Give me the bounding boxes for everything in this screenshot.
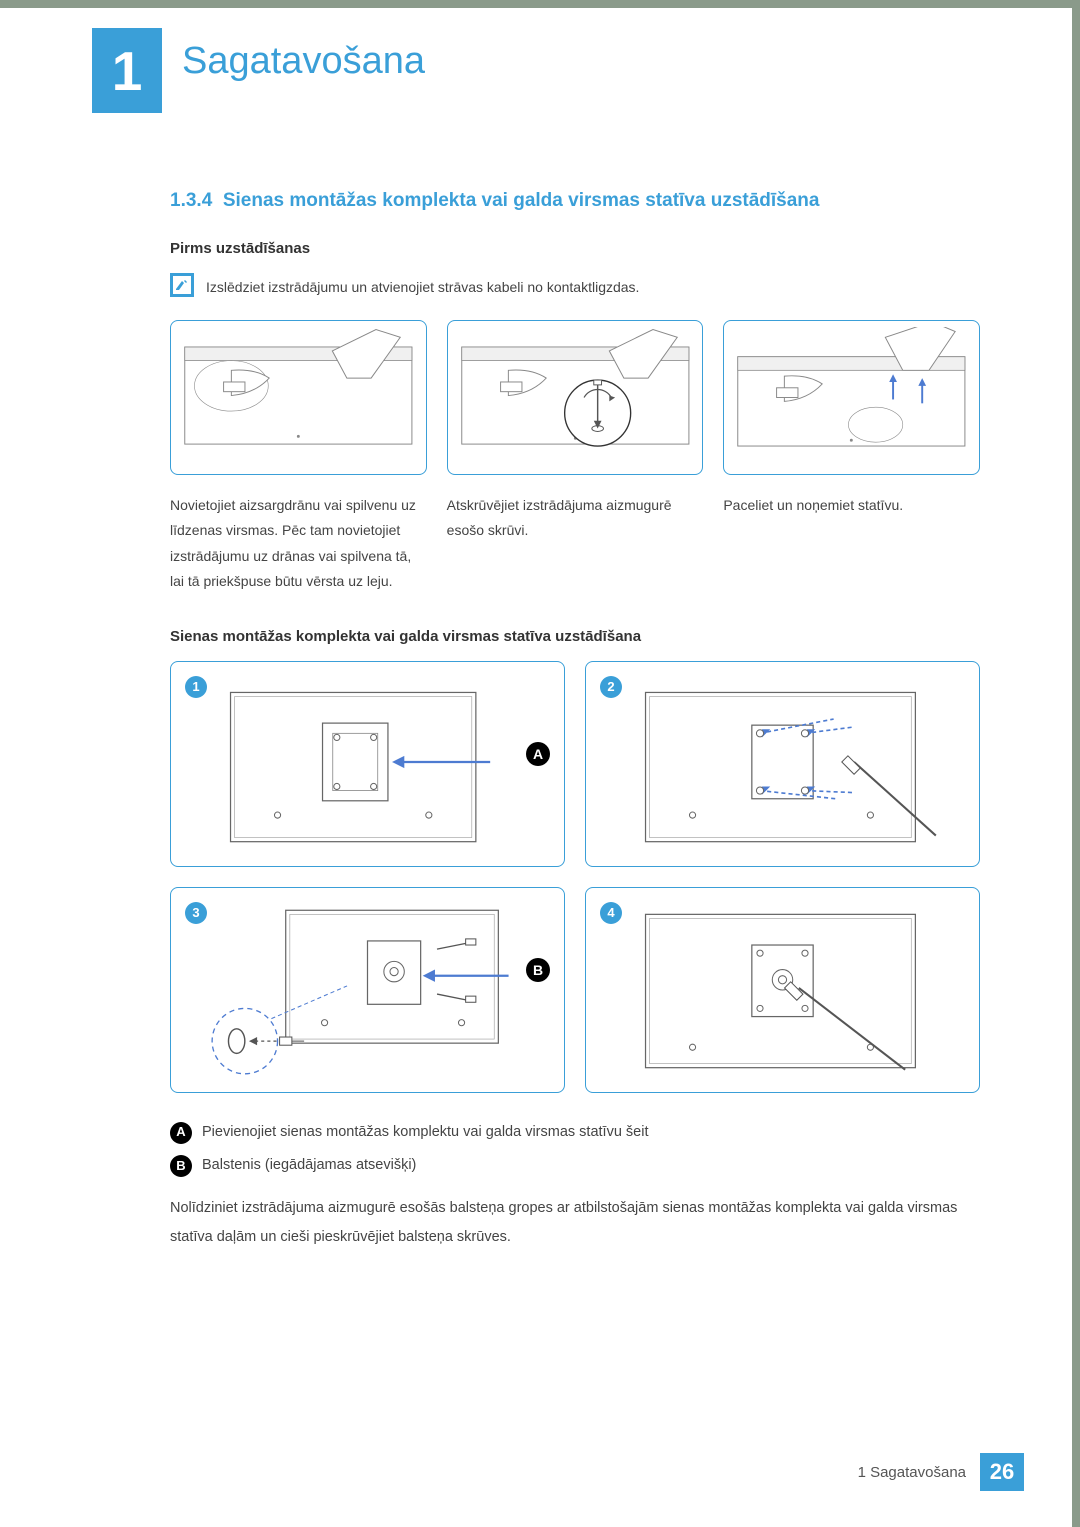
- install-figure-2: 2: [585, 661, 980, 867]
- figure-row-before: [170, 320, 980, 475]
- install-figure-3: 3 B: [170, 887, 565, 1093]
- caption-1: Novietojiet aizsargdrānu vai spilvenu uz…: [170, 493, 427, 594]
- footer-page-number: 26: [980, 1453, 1024, 1491]
- before-heading: Pirms uzstādīšanas: [170, 240, 980, 257]
- step-badge-2: 2: [600, 676, 622, 698]
- footer-text: 1 Sagatavošana: [858, 1464, 966, 1481]
- note-row: Izslēdziet izstrādājumu un atvienojiet s…: [170, 273, 980, 300]
- section-number: 1.3.4: [170, 190, 212, 211]
- page-border-top: [0, 0, 1080, 8]
- legend-B: B Balstenis (iegādājamas atsevišķi): [170, 1152, 980, 1180]
- legend-A: A Pievienojiet sienas montāžas komplektu…: [170, 1119, 980, 1147]
- letter-badge-B: B: [526, 958, 550, 982]
- legend-B-text: Balstenis (iegādājamas atsevišķi): [202, 1152, 416, 1180]
- install-body: Nolīdziniet izstrādājuma aizmugurē esošā…: [170, 1194, 980, 1252]
- install-figure-1: 1 A: [170, 661, 565, 867]
- step-badge-4: 4: [600, 902, 622, 924]
- figure-1: [170, 320, 427, 475]
- chapter-title: Sagatavošana: [182, 40, 425, 83]
- content-area: 1.3.4 Sienas montāžas komplekta vai gald…: [170, 190, 980, 1252]
- legend-badge-A: A: [170, 1122, 192, 1144]
- section-heading: 1.3.4 Sienas montāžas komplekta vai gald…: [170, 190, 980, 212]
- legend-A-text: Pievienojiet sienas montāžas komplektu v…: [202, 1119, 648, 1147]
- section-title: Sienas montāžas komplekta vai galda virs…: [223, 190, 820, 211]
- install-figure-4: 4: [585, 887, 980, 1093]
- caption-3: Paceliet un noņemiet statīvu.: [723, 493, 980, 594]
- letter-badge-A: A: [526, 742, 550, 766]
- install-heading: Sienas montāžas komplekta vai galda virs…: [170, 628, 980, 645]
- note-text: Izslēdziet izstrādājumu un atvienojiet s…: [206, 273, 639, 300]
- figure-grid-install: 1 A 2: [170, 661, 980, 1093]
- caption-2: Atskrūvējiet izstrādājuma aizmugurē esoš…: [447, 493, 704, 594]
- page-border-right: [1072, 0, 1080, 1527]
- step-badge-1: 1: [185, 676, 207, 698]
- legend-badge-B: B: [170, 1155, 192, 1177]
- caption-row: Novietojiet aizsargdrānu vai spilvenu uz…: [170, 493, 980, 594]
- page-footer: 1 Sagatavošana 26: [858, 1453, 1024, 1491]
- figure-2: [447, 320, 704, 475]
- chapter-number-tab: 1: [92, 28, 162, 113]
- note-icon: [170, 273, 194, 297]
- step-badge-3: 3: [185, 902, 207, 924]
- figure-3: [723, 320, 980, 475]
